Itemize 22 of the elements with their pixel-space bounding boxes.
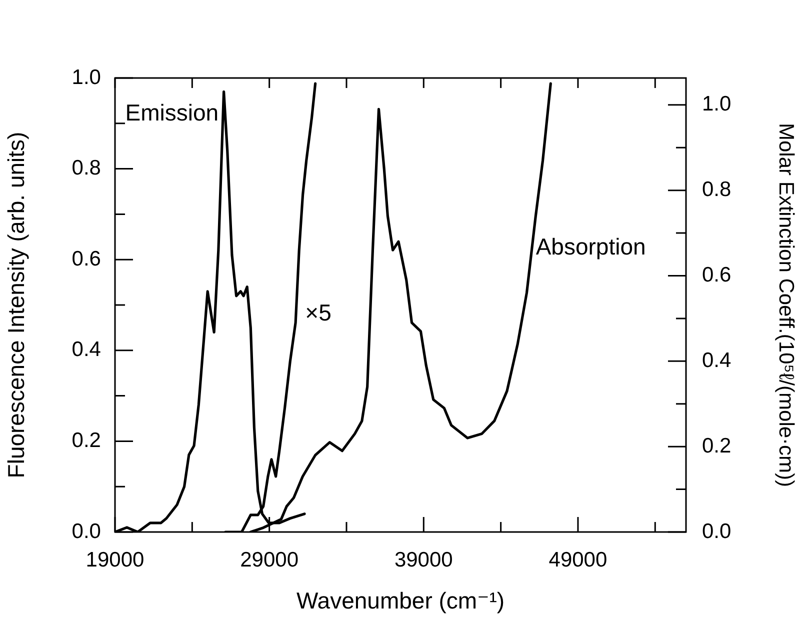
y-tick-label: 0.2 [72, 428, 101, 452]
y-tick-label: 0.8 [72, 156, 101, 180]
y2-tick-label: 0.4 [702, 348, 732, 372]
annotation: Emission [125, 100, 219, 126]
x-tick-label: 19000 [86, 548, 144, 572]
y-tick-label: 0.6 [72, 247, 101, 270]
x-tick-label: 39000 [394, 548, 453, 572]
y-axis-title: Fluorescence Intensity (arb. units) [3, 132, 30, 478]
y2-tick-label: 0.6 [702, 264, 732, 287]
x-tick-label: 29000 [240, 548, 299, 572]
y-tick-label: 1.0 [72, 66, 101, 89]
y-tick-label: 0.0 [72, 520, 101, 543]
y2-tick-label: 0.8 [702, 178, 732, 202]
y2-tick-label: 1.0 [702, 92, 732, 116]
y2-tick-label: 0.2 [702, 434, 732, 458]
x-tick-label: 49000 [548, 548, 608, 572]
annotation: ×5 [305, 299, 332, 326]
x-axis-title: Wavenumber (cm⁻¹) [296, 588, 505, 614]
y2-tick-label: 0.0 [702, 520, 732, 543]
annotation: Absorption [536, 234, 646, 260]
y2-axis-title: Molar Extinction Coeff.(10⁵ℓ/(mole·cm)) [774, 122, 798, 488]
y-tick-label: 0.4 [72, 338, 102, 362]
